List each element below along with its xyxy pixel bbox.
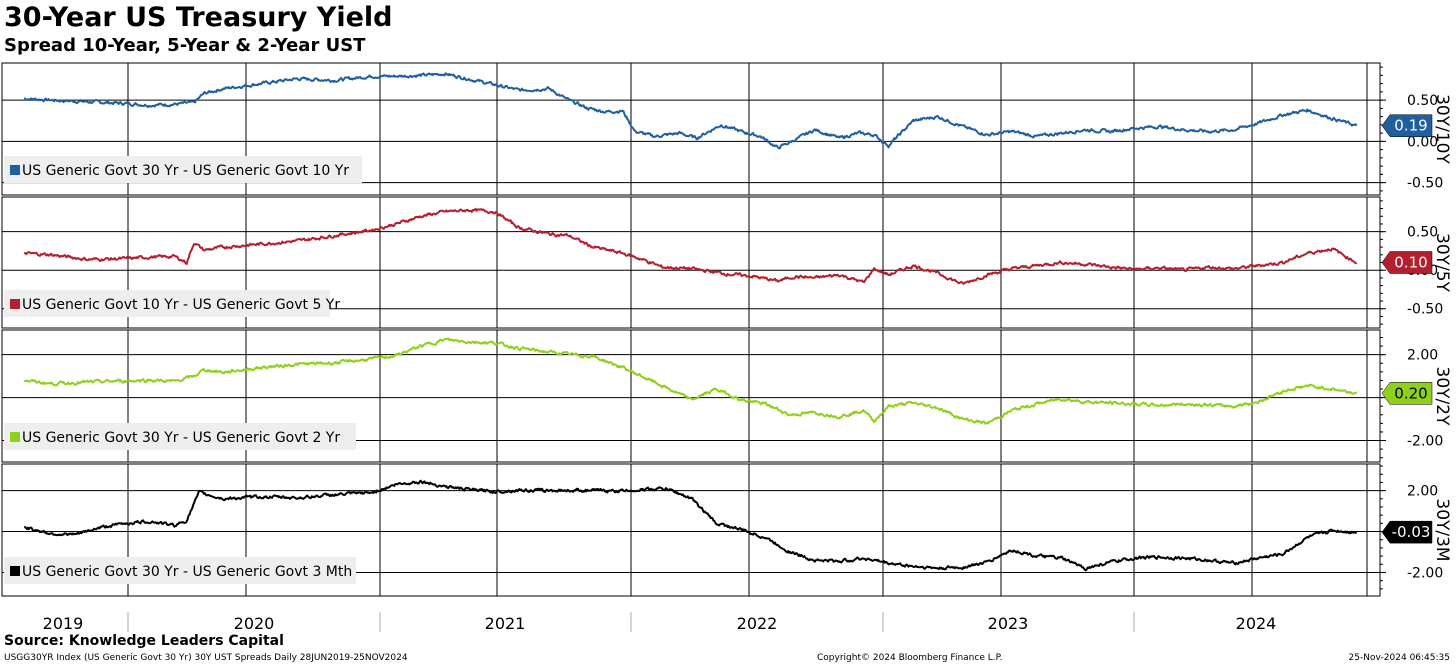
y-tick-label: -2.00 — [1407, 565, 1443, 581]
last-value-label: -0.03 — [1392, 523, 1431, 541]
y-tick-label: 0.50 — [1407, 93, 1438, 109]
series-line — [24, 72, 1358, 150]
copyright-note: Copyright© 2024 Bloomberg Finance L.P. — [817, 653, 1003, 663]
last-value-tag — [1381, 520, 1433, 544]
legend-swatch — [10, 299, 20, 309]
legend-box — [4, 290, 330, 317]
panel-axis-label: 30Y/10Y — [1432, 94, 1452, 164]
legend-box — [4, 156, 362, 183]
y-tick-label: 0.00 — [1407, 134, 1438, 150]
last-value-label: 0.19 — [1394, 117, 1427, 135]
legend-swatch — [10, 432, 20, 442]
last-value-tag — [1381, 382, 1433, 405]
y-tick-label: -0.50 — [1407, 302, 1443, 318]
chart-title: 30-Year US Treasury Yield — [4, 2, 393, 33]
year-label: 2022 — [737, 614, 778, 633]
last-value-label: 0.20 — [1394, 384, 1427, 402]
y-tick-label: -2.00 — [1407, 434, 1443, 450]
panel-axis-label: 30Y/5Y — [1432, 233, 1452, 293]
panel-axis-label: 30Y/3M — [1432, 498, 1452, 561]
panel-frame — [1, 329, 1381, 463]
index-info: USGG30YR Index (US Generic Govt 30 Yr) 3… — [4, 653, 408, 663]
legend-box — [4, 423, 356, 450]
y-tick-label: 2.00 — [1407, 484, 1438, 500]
year-label: 2024 — [1236, 614, 1277, 633]
series-line — [23, 337, 1358, 425]
year-label: 2020 — [234, 614, 275, 633]
y-tick-label: -0.50 — [1407, 176, 1443, 192]
series-line — [23, 479, 1358, 572]
legend-box — [4, 557, 356, 584]
panel-axis-label: 30Y/2Y — [1432, 367, 1452, 427]
chart-subtitle: Spread 10-Year, 5-Year & 2-Year UST — [4, 35, 366, 56]
last-value-tag — [1381, 251, 1433, 274]
source-note: Source: Knowledge Leaders Capital — [4, 633, 284, 649]
y-tick-label: 2.00 — [1407, 348, 1438, 364]
series-line — [23, 207, 1358, 285]
legend-label: US Generic Govt 30 Yr - US Generic Govt … — [22, 430, 340, 446]
last-value-tag — [1381, 114, 1433, 137]
year-label: 2021 — [485, 614, 526, 633]
y-tick-label: 0.50 — [1407, 225, 1438, 241]
legend-label: US Generic Govt 10 Yr - US Generic Govt … — [22, 297, 340, 313]
legend-label: US Generic Govt 30 Yr - US Generic Govt … — [22, 564, 352, 580]
last-value-label: 0.10 — [1394, 254, 1427, 272]
panel-frame — [1, 62, 1381, 196]
legend-swatch — [10, 566, 20, 576]
legend-swatch — [10, 165, 20, 175]
year-label: 2019 — [43, 614, 84, 633]
timestamp: 25-Nov-2024 06:45:35 — [1348, 653, 1450, 663]
legend-label: US Generic Govt 30 Yr - US Generic Govt … — [22, 163, 349, 179]
year-label: 2023 — [988, 614, 1029, 633]
